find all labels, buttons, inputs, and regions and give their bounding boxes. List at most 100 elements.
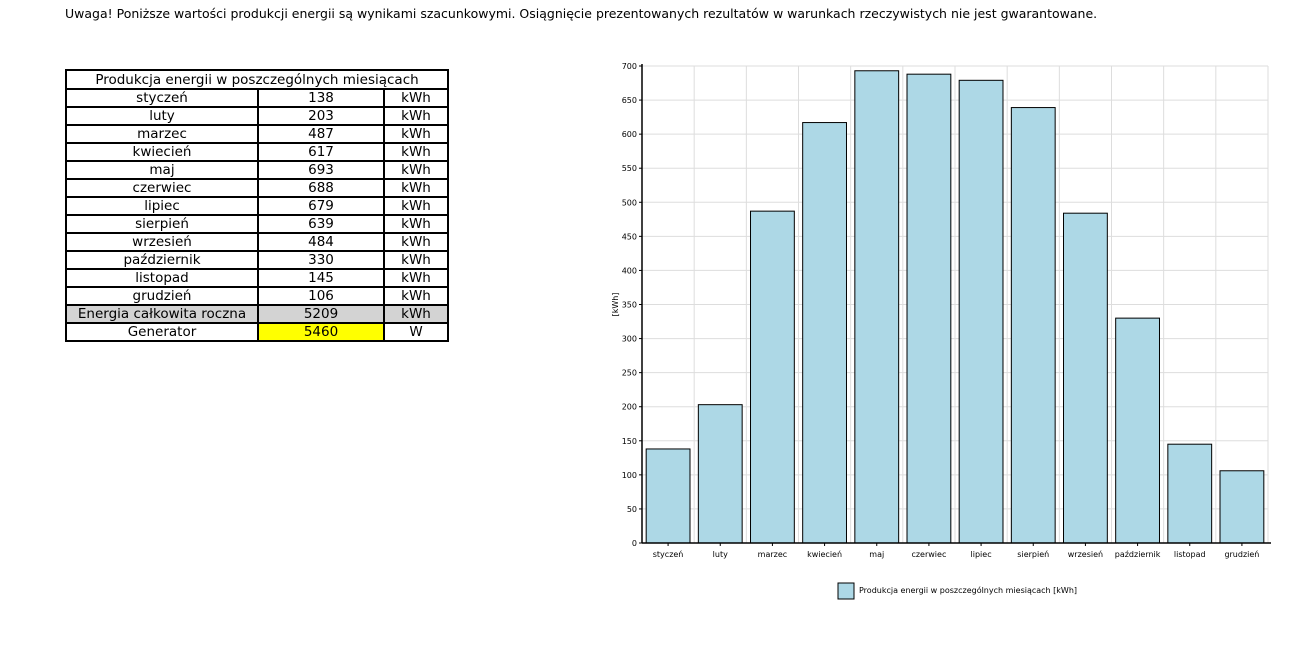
total-row: Energia całkowita roczna 5209 kWh bbox=[65, 304, 449, 324]
unit-cell: kWh bbox=[383, 142, 449, 162]
y-tick-label: 600 bbox=[622, 130, 637, 139]
unit-cell: kWh bbox=[383, 88, 449, 108]
table-row: listopad 145 kWh bbox=[65, 268, 449, 288]
table-row: wrzesień 484 kWh bbox=[65, 232, 449, 252]
disclaimer-text: Uwaga! Poniższe wartości produkcji energ… bbox=[65, 6, 1098, 21]
y-tick-label: 650 bbox=[622, 96, 637, 105]
monthly-energy-bar-chart: 0 50 100 150 200 250 300 350 400 450 500 550 600 650 7… bbox=[611, 62, 1271, 600]
value-cell: 106 bbox=[257, 286, 385, 306]
month-cell: listopad bbox=[65, 268, 259, 288]
month-cell: lipiec bbox=[65, 196, 259, 216]
table-row: marzec 487 kWh bbox=[65, 124, 449, 144]
value-cell: 693 bbox=[257, 160, 385, 180]
value-cell: 330 bbox=[257, 250, 385, 270]
y-tick-label: 350 bbox=[622, 301, 637, 310]
bar bbox=[1219, 470, 1265, 544]
bar bbox=[697, 404, 743, 544]
x-tick-label: styczeń bbox=[653, 550, 684, 559]
month-cell: sierpień bbox=[65, 214, 259, 234]
energy-production-table: Produkcja energii w poszczególnych miesi… bbox=[65, 69, 449, 342]
month-cell: luty bbox=[65, 106, 259, 126]
x-tick-label: marzec bbox=[758, 550, 788, 559]
table-row: lipiec 679 kWh bbox=[65, 196, 449, 216]
value-cell: 484 bbox=[257, 232, 385, 252]
table-row: kwiecień 617 kWh bbox=[65, 142, 449, 162]
bar bbox=[958, 79, 1004, 544]
bar bbox=[1063, 212, 1108, 544]
month-cell: czerwiec bbox=[65, 178, 259, 198]
month-cell: marzec bbox=[65, 124, 259, 144]
y-tick-label: 450 bbox=[622, 232, 637, 241]
y-axis-label: [kWh] bbox=[611, 293, 620, 317]
x-tick-label: luty bbox=[713, 550, 728, 559]
x-tick-label: lipiec bbox=[971, 550, 992, 559]
x-tick-label: maj bbox=[869, 550, 884, 559]
total-unit: kWh bbox=[383, 304, 449, 324]
value-cell: 138 bbox=[257, 88, 385, 108]
bar bbox=[906, 73, 952, 544]
y-tick-label: 300 bbox=[622, 335, 637, 344]
value-cell: 487 bbox=[257, 124, 385, 144]
bar bbox=[1167, 443, 1213, 544]
y-tick-label: 400 bbox=[622, 266, 637, 275]
y-tick-label: 250 bbox=[622, 369, 637, 378]
generator-value: 5460 bbox=[257, 322, 385, 342]
unit-cell: kWh bbox=[383, 106, 449, 126]
y-tick-label: 150 bbox=[622, 437, 637, 446]
table-row: październik 330 kWh bbox=[65, 250, 449, 270]
month-cell: wrzesień bbox=[65, 232, 259, 252]
x-tick-label: wrzesień bbox=[1068, 550, 1103, 559]
bar bbox=[750, 210, 795, 544]
x-tick-label: sierpień bbox=[1017, 550, 1049, 559]
unit-cell: kWh bbox=[383, 160, 449, 180]
y-tick-label: 0 bbox=[632, 539, 637, 548]
legend-swatch bbox=[837, 582, 855, 600]
value-cell: 639 bbox=[257, 214, 385, 234]
value-cell: 203 bbox=[257, 106, 385, 126]
y-tick-label: 700 bbox=[622, 62, 637, 71]
x-tick-label: październik bbox=[1115, 550, 1161, 559]
month-cell: kwiecień bbox=[65, 142, 259, 162]
unit-cell: kWh bbox=[383, 286, 449, 306]
table-title: Produkcja energii w poszczególnych miesi… bbox=[65, 69, 449, 90]
unit-cell: kWh bbox=[383, 250, 449, 270]
generator-row: Generator 5460 W bbox=[65, 322, 449, 342]
month-cell: maj bbox=[65, 160, 259, 180]
bar bbox=[802, 122, 847, 544]
total-label: Energia całkowita roczna bbox=[65, 304, 259, 324]
x-tick-label: czerwiec bbox=[911, 550, 946, 559]
table-row: luty 203 kWh bbox=[65, 106, 449, 126]
table-row: maj 693 kWh bbox=[65, 160, 449, 180]
y-tick-label: 500 bbox=[622, 198, 637, 207]
month-cell: październik bbox=[65, 250, 259, 270]
value-cell: 145 bbox=[257, 268, 385, 288]
x-tick-label: listopad bbox=[1174, 550, 1206, 559]
month-cell: grudzień bbox=[65, 286, 259, 306]
y-tick-label: 550 bbox=[622, 164, 637, 173]
unit-cell: kWh bbox=[383, 196, 449, 216]
value-cell: 679 bbox=[257, 196, 385, 216]
month-cell: styczeń bbox=[65, 88, 259, 108]
table-row: styczeń 138 kWh bbox=[65, 88, 449, 108]
y-tick-label: 100 bbox=[622, 471, 637, 480]
y-tick-label: 200 bbox=[622, 403, 637, 412]
unit-cell: kWh bbox=[383, 124, 449, 144]
table-row: grudzień 106 kWh bbox=[65, 286, 449, 306]
legend-label: Produkcja energii w poszczególnych miesi… bbox=[859, 585, 1077, 595]
bar bbox=[645, 448, 691, 544]
table-body: styczeń 138 kWh luty 203 kWh marzec 487 kWh kwiec… bbox=[65, 88, 449, 342]
bar bbox=[1115, 317, 1160, 544]
table-row: czerwiec 688 kWh bbox=[65, 178, 449, 198]
x-tick-label: grudzień bbox=[1224, 550, 1259, 559]
value-cell: 617 bbox=[257, 142, 385, 162]
generator-unit: W bbox=[383, 322, 449, 342]
unit-cell: kWh bbox=[383, 214, 449, 234]
bar bbox=[854, 70, 900, 544]
x-tick-label: kwiecień bbox=[807, 550, 842, 559]
bar bbox=[1010, 107, 1056, 544]
y-tick-label: 50 bbox=[627, 505, 637, 514]
value-cell: 688 bbox=[257, 178, 385, 198]
total-value: 5209 bbox=[257, 304, 385, 324]
generator-label: Generator bbox=[65, 322, 259, 342]
unit-cell: kWh bbox=[383, 232, 449, 252]
